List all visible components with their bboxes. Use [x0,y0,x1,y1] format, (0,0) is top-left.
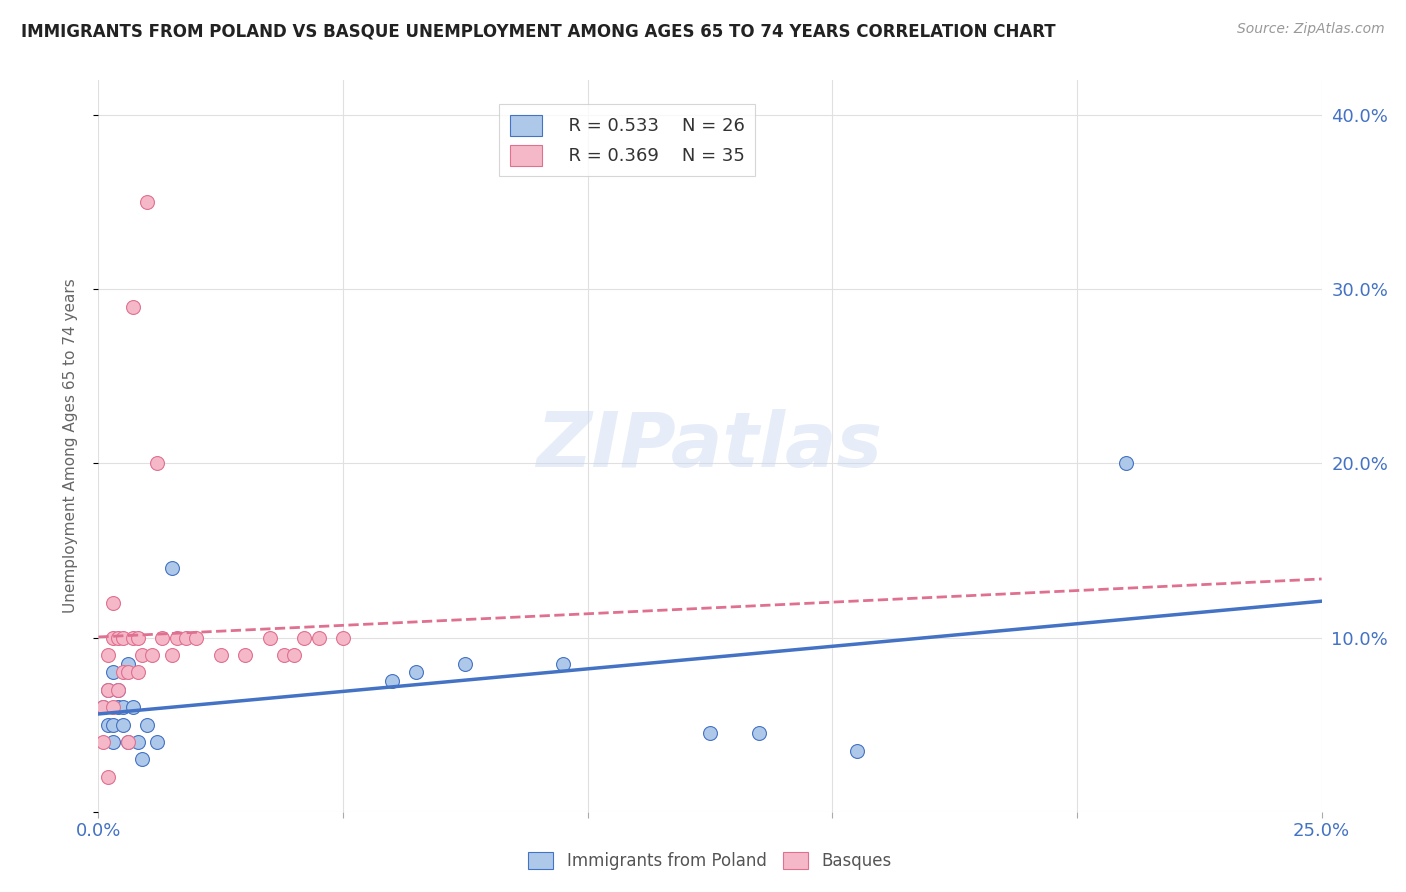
Y-axis label: Unemployment Among Ages 65 to 74 years: Unemployment Among Ages 65 to 74 years [63,278,77,614]
Legend: Immigrants from Poland, Basques: Immigrants from Poland, Basques [522,845,898,877]
Point [127,665,149,680]
Point [160,561,183,575]
Point [111,631,134,645]
Point [308,631,330,645]
Point [283,648,305,662]
Text: ZIPatlas: ZIPatlas [537,409,883,483]
Point [131,752,153,766]
Point [160,648,183,662]
Point [454,657,477,671]
Point [97,717,120,731]
Point [97,648,120,662]
Point [1115,457,1137,471]
Point [141,648,163,662]
Point [91,700,114,714]
Point [292,631,315,645]
Point [381,674,404,689]
Point [233,648,256,662]
Point [748,726,770,740]
Point [101,665,124,680]
Point [146,457,169,471]
Point [121,300,143,314]
Point [107,631,129,645]
Point [101,596,124,610]
Point [117,665,139,680]
Point [553,657,575,671]
Point [107,700,129,714]
Point [176,631,198,645]
Text: IMMIGRANTS FROM POLAND VS BASQUE UNEMPLOYMENT AMONG AGES 65 TO 74 YEARS CORRELAT: IMMIGRANTS FROM POLAND VS BASQUE UNEMPLO… [21,22,1056,40]
Point [150,631,173,645]
Point [273,648,295,662]
Point [117,735,139,749]
Point [699,726,721,740]
Point [117,735,139,749]
Point [136,195,159,210]
Point [136,717,159,731]
Point [166,631,188,645]
Point [259,631,281,645]
Point [107,682,129,697]
Point [121,700,143,714]
Point [111,665,134,680]
Point [107,682,129,697]
Point [209,648,232,662]
Point [97,682,120,697]
Point [186,631,208,645]
Point [405,665,427,680]
Point [101,700,124,714]
Point [97,770,120,784]
Point [127,735,149,749]
Point [117,657,139,671]
Point [127,631,149,645]
Point [111,700,134,714]
Point [111,717,134,731]
Point [101,735,124,749]
Point [101,717,124,731]
Text: Source: ZipAtlas.com: Source: ZipAtlas.com [1237,22,1385,37]
Point [845,744,868,758]
Point [131,648,153,662]
Point [332,631,354,645]
Point [91,700,114,714]
Point [101,631,124,645]
Point [91,735,114,749]
Point [146,735,169,749]
Point [121,631,143,645]
Point [97,682,120,697]
